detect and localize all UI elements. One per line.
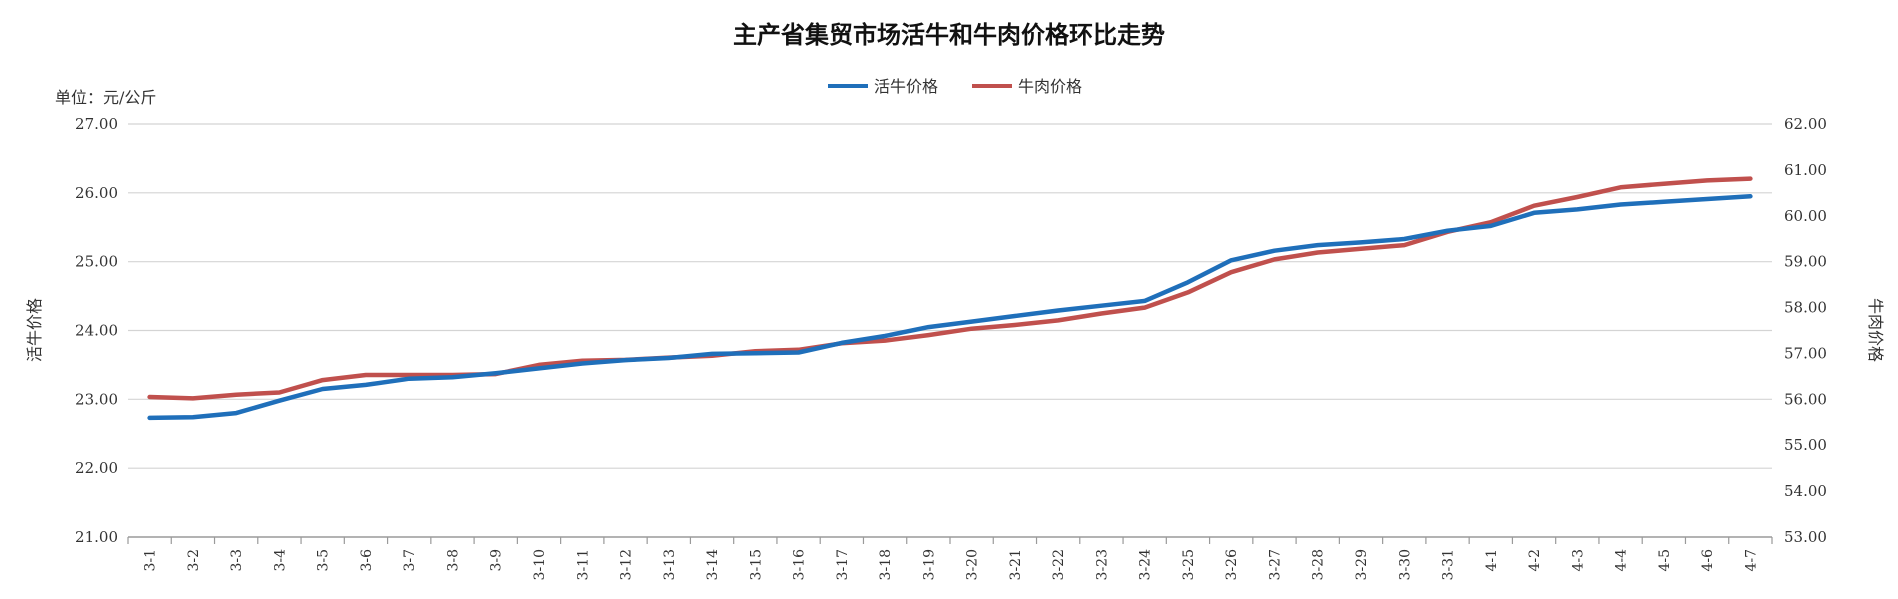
left-tick-label: 24.00 <box>75 322 118 340</box>
right-tick-label: 62.00 <box>1784 115 1827 133</box>
x-tick-label: 3-22 <box>1051 549 1067 580</box>
x-tick-label: 3-11 <box>575 549 591 580</box>
x-tick-label: 3-14 <box>705 549 721 581</box>
x-tick-label: 4-5 <box>1657 549 1673 572</box>
x-tick-label: 4-4 <box>1614 549 1630 572</box>
x-tick-label: 3-1 <box>143 549 159 572</box>
left-tick-label: 23.00 <box>75 390 118 408</box>
right-tick-label: 54.00 <box>1784 482 1827 500</box>
left-tick-label: 27.00 <box>75 115 118 133</box>
x-tick-label: 3-17 <box>835 549 851 580</box>
x-tick-label: 3-27 <box>1267 549 1283 580</box>
x-tick-label: 3-25 <box>1181 549 1197 580</box>
x-tick-label: 4-6 <box>1700 549 1716 572</box>
x-tick-label: 3-30 <box>1397 549 1413 580</box>
legend-label-live-cattle: 活牛价格 <box>874 77 938 96</box>
legend: 活牛价格 牛肉价格 <box>828 77 1082 96</box>
x-tick-label: 3-15 <box>748 549 764 580</box>
x-tick-label: 3-12 <box>619 549 635 580</box>
left-axis-ticks: 21.00 22.00 23.00 24.00 25.00 26.00 27.00 <box>75 115 118 546</box>
left-tick-label: 21.00 <box>75 528 118 546</box>
x-tick-label: 3-8 <box>445 549 461 572</box>
x-tick-label: 3-3 <box>229 549 245 572</box>
x-tick-label: 4-1 <box>1484 549 1500 572</box>
gridlines <box>128 123 1772 469</box>
series-layer <box>147 176 1753 421</box>
x-tick-label: 4-2 <box>1527 549 1543 572</box>
x-tick-label: 3-28 <box>1311 549 1327 580</box>
x-tick-label: 3-13 <box>662 549 678 580</box>
x-tick-label: 3-7 <box>402 549 418 572</box>
right-axis-ticks: 53.00 54.00 55.00 56.00 57.00 58.00 59.00 60.00… <box>1784 115 1827 546</box>
x-tick-label: 3-31 <box>1441 549 1457 580</box>
right-tick-label: 57.00 <box>1784 344 1827 362</box>
x-tick-label: 3-2 <box>186 549 202 572</box>
right-tick-label: 58.00 <box>1784 299 1827 317</box>
unit-label: 单位：元/公斤 <box>55 88 156 107</box>
right-tick-label: 61.00 <box>1784 161 1827 179</box>
x-tick-label: 3-21 <box>1008 549 1024 580</box>
left-tick-label: 25.00 <box>75 253 118 271</box>
x-tick-label: 3-10 <box>532 549 548 580</box>
x-tick-label: 3-9 <box>489 549 505 572</box>
x-tick-label: 4-3 <box>1570 549 1586 572</box>
x-tick-label: 3-29 <box>1354 549 1370 580</box>
series-line-beef <box>147 176 1753 401</box>
x-tick-label: 3-23 <box>1094 549 1110 580</box>
x-tick-label: 3-26 <box>1224 549 1240 581</box>
left-axis-title: 活牛价格 <box>25 298 44 362</box>
x-tick-label: 3-4 <box>272 549 288 572</box>
right-tick-label: 55.00 <box>1784 436 1827 454</box>
right-tick-label: 59.00 <box>1784 253 1827 271</box>
x-tick-label: 3-5 <box>316 549 332 572</box>
legend-label-beef: 牛肉价格 <box>1018 77 1082 96</box>
left-tick-label: 22.00 <box>75 459 118 477</box>
x-tick-label: 3-20 <box>965 549 981 580</box>
right-axis-title: 牛肉价格 <box>1866 298 1885 362</box>
x-tick-label: 3-24 <box>1138 549 1154 581</box>
x-axis: 3-1 3-2 3-3 3-4 3-5 3-6 3-7 3-8 3-9 3-10 3-11 3-12 3… <box>127 536 1773 581</box>
x-tick-label: 3-6 <box>359 549 375 572</box>
right-tick-label: 60.00 <box>1784 207 1827 225</box>
x-tick-label: 4-7 <box>1743 549 1759 572</box>
right-tick-label: 53.00 <box>1784 528 1827 546</box>
x-tick-label: 3-18 <box>878 549 894 580</box>
x-tick-label: 3-19 <box>921 549 937 580</box>
x-tick-label: 3-16 <box>792 549 808 581</box>
right-tick-label: 56.00 <box>1784 390 1827 408</box>
left-tick-label: 26.00 <box>75 184 118 202</box>
chart-title: 主产省集贸市场活牛和牛肉价格环比走势 <box>733 20 1165 49</box>
series-line-live-cattle <box>147 194 1753 421</box>
